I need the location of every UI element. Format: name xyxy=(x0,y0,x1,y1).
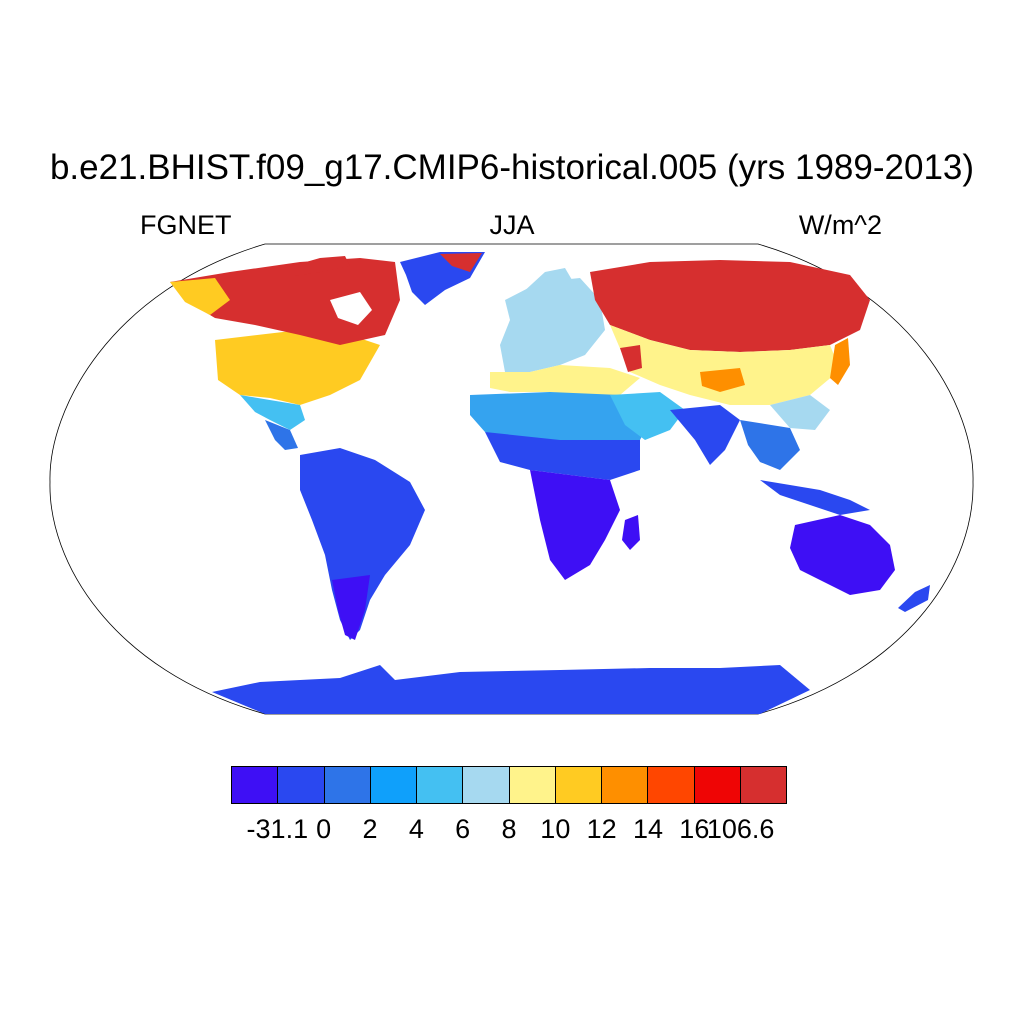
colorbar-box xyxy=(509,767,556,803)
land-central-asia xyxy=(610,325,840,405)
land-north-america-south xyxy=(215,330,380,405)
colorbar-box xyxy=(602,767,649,803)
figure-title: b.e21.BHIST.f09_g17.CMIP6-historical.005… xyxy=(49,148,975,187)
colorbar-box xyxy=(694,767,741,803)
land-north-america-north xyxy=(170,258,400,345)
colorbar-box xyxy=(648,767,695,803)
land-arabia xyxy=(610,392,685,440)
hudson-bay xyxy=(330,292,372,325)
colorbar-box xyxy=(555,767,602,803)
colorbar xyxy=(231,766,787,804)
colorbar-label: 4 xyxy=(408,814,424,844)
colorbar-label: 0 xyxy=(316,814,332,844)
colorbar-label: -31.1 xyxy=(246,814,309,844)
colorbar-label: 14 xyxy=(632,814,664,844)
land-antarctica xyxy=(212,665,810,714)
colorbar-box xyxy=(740,767,786,803)
land-new-zealand xyxy=(898,585,930,612)
dataset-label: FGNET xyxy=(140,210,232,240)
colorbar-label: 2 xyxy=(362,814,378,844)
season-label: JJA xyxy=(489,210,535,240)
land-madagascar xyxy=(622,515,640,550)
land-south-america xyxy=(300,448,425,640)
land-central-africa xyxy=(485,432,640,480)
units-label: W/m^2 xyxy=(798,210,882,240)
land-caspian-region xyxy=(620,345,642,372)
land-mediterranean xyxy=(490,365,640,395)
colorbar-label: 10 xyxy=(540,814,571,844)
colorbar-label: 8 xyxy=(501,814,517,844)
colorbar-box xyxy=(463,767,510,803)
land-indonesia xyxy=(760,480,870,515)
land-north-africa xyxy=(470,392,650,445)
land-japan xyxy=(830,338,850,385)
colorbar-label: 6 xyxy=(455,814,471,844)
colorbar-label: 16 xyxy=(679,814,710,844)
colorbar-box xyxy=(324,767,371,803)
land-east-asia xyxy=(770,395,830,430)
colorbar-label: 106.6 xyxy=(706,814,775,844)
land-alaska xyxy=(170,278,230,315)
land-south-america-south xyxy=(332,575,370,640)
land-central-america xyxy=(240,395,305,430)
land-southeast-asia xyxy=(740,420,800,470)
land-siberia xyxy=(590,260,870,352)
land-tibet-plateau xyxy=(700,368,745,392)
land-europe xyxy=(500,278,605,372)
land-arctic-islands xyxy=(285,256,350,276)
colorbar-box xyxy=(278,767,325,803)
land-india xyxy=(670,405,740,465)
colorbar-label: 12 xyxy=(586,814,617,844)
land-scandinavia xyxy=(520,268,575,305)
land-australia xyxy=(790,515,895,595)
land-south-africa xyxy=(530,470,620,580)
colorbar-box xyxy=(232,767,279,803)
land-central-america-south xyxy=(265,420,298,450)
colorbar-box xyxy=(370,767,417,803)
greenland-coast xyxy=(440,253,482,272)
colorbar-box xyxy=(417,767,464,803)
